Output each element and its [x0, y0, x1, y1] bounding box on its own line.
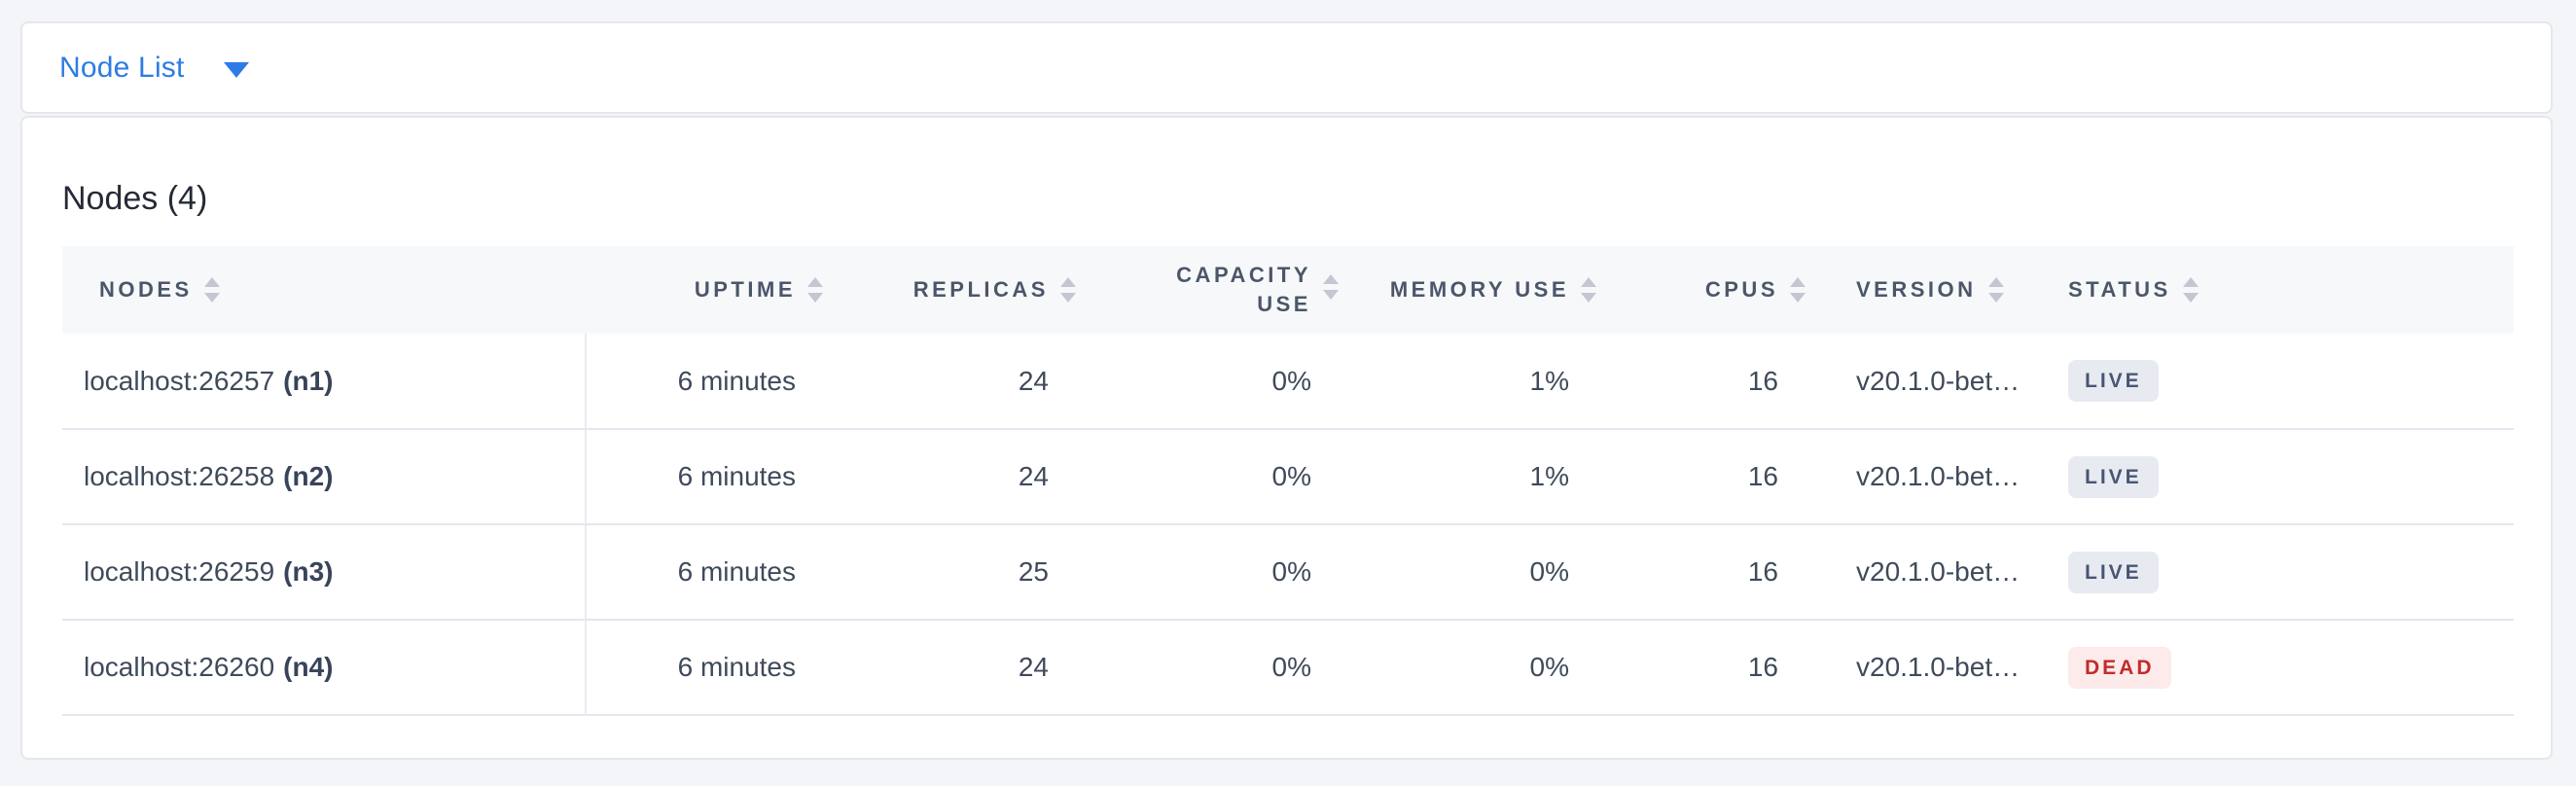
- status-cell: LIVE: [2055, 334, 2514, 429]
- node-id: (n4): [283, 652, 334, 682]
- node-address-cell[interactable]: localhost:26257 (n1): [62, 334, 587, 429]
- column-header-version[interactable]: VERSION: [1811, 246, 2055, 334]
- caret-down-icon: [223, 61, 249, 78]
- table-row[interactable]: localhost:26258 (n2) 6 minutes 24 0% 1% 1…: [62, 429, 2514, 524]
- version-cell: v20.1.0-bet…: [1856, 556, 2021, 587]
- sort-arrows-icon[interactable]: [1323, 274, 1339, 300]
- capacity-use-cell: 0%: [1271, 556, 1311, 587]
- replicas-cell: 24: [1018, 652, 1049, 682]
- column-header-cpus[interactable]: CPUS: [1602, 246, 1811, 334]
- uptime-cell: 6 minutes: [677, 652, 796, 682]
- table-row[interactable]: localhost:26260 (n4) 6 minutes 24 0% 0% 1…: [62, 620, 2514, 715]
- sort-arrows-icon[interactable]: [807, 277, 823, 303]
- sort-arrows-icon[interactable]: [1790, 277, 1806, 303]
- column-header-label: MEMORY USE: [1389, 277, 1569, 302]
- status-badge: LIVE: [2068, 455, 2159, 498]
- replicas-cell: 24: [1018, 365, 1049, 396]
- node-list-dropdown-label: Node List: [59, 51, 185, 84]
- status-cell: LIVE: [2055, 429, 2514, 524]
- memory-use-cell: 0%: [1529, 652, 1569, 682]
- column-header-status[interactable]: STATUS: [2055, 246, 2514, 334]
- node-id: (n1): [283, 365, 334, 396]
- status-badge: LIVE: [2068, 360, 2159, 402]
- replicas-cell: 24: [1018, 461, 1049, 491]
- sort-arrows-icon[interactable]: [203, 277, 220, 303]
- node-address: localhost:26260: [84, 652, 275, 682]
- status-cell: LIVE: [2055, 524, 2514, 620]
- column-header-label: STATUS: [2068, 277, 2171, 302]
- uptime-cell: 6 minutes: [677, 365, 796, 396]
- table-header-row: NODES UPTIME REPLICAS: [62, 246, 2514, 334]
- memory-use-cell: 1%: [1529, 461, 1569, 491]
- column-header-label: NODES: [99, 277, 193, 302]
- node-id: (n3): [283, 556, 334, 587]
- sort-arrows-icon[interactable]: [1060, 277, 1076, 303]
- version-cell: v20.1.0-bet…: [1856, 461, 2021, 491]
- node-id: (n2): [283, 461, 334, 491]
- node-address: localhost:26257: [84, 365, 275, 396]
- column-header-label: REPLICAS: [912, 277, 1049, 302]
- replicas-cell: 25: [1018, 556, 1049, 587]
- uptime-cell: 6 minutes: [677, 461, 796, 491]
- cpus-cell: 16: [1747, 556, 1778, 587]
- memory-use-cell: 0%: [1529, 556, 1569, 587]
- column-header-label: UPTIME: [694, 277, 796, 302]
- capacity-use-cell: 0%: [1271, 461, 1311, 491]
- column-header-label: CAPACITY USE: [1176, 263, 1311, 316]
- sort-arrows-icon[interactable]: [1987, 277, 2004, 303]
- uptime-cell: 6 minutes: [677, 556, 796, 587]
- capacity-use-cell: 0%: [1271, 652, 1311, 682]
- node-list-dropdown[interactable]: Node List: [20, 21, 2553, 114]
- nodes-table: NODES UPTIME REPLICAS: [62, 246, 2514, 716]
- node-address: localhost:26259: [84, 556, 275, 587]
- column-header-replicas[interactable]: REPLICAS: [829, 246, 1082, 334]
- column-header-label: CPUS: [1704, 277, 1778, 302]
- table-row[interactable]: localhost:26259 (n3) 6 minutes 25 0% 0% 1…: [62, 524, 2514, 620]
- page-title: Nodes (4): [62, 180, 208, 217]
- column-header-nodes[interactable]: NODES: [62, 246, 586, 334]
- capacity-use-cell: 0%: [1271, 365, 1311, 396]
- version-cell: v20.1.0-bet…: [1856, 365, 2021, 396]
- cpus-cell: 16: [1747, 652, 1778, 682]
- version-cell: v20.1.0-bet…: [1856, 652, 2021, 682]
- status-cell: DEAD: [2055, 620, 2514, 715]
- column-header-capacity-use[interactable]: CAPACITY USE: [1082, 246, 1344, 334]
- sort-arrows-icon[interactable]: [2182, 277, 2199, 303]
- node-address: localhost:26258: [84, 461, 275, 491]
- nodes-card: Nodes (4) NODES UPTIME: [20, 116, 2553, 760]
- memory-use-cell: 1%: [1529, 365, 1569, 396]
- node-address-cell[interactable]: localhost:26258 (n2): [62, 429, 587, 524]
- status-badge: DEAD: [2068, 646, 2171, 689]
- node-address-cell[interactable]: localhost:26259 (n3): [62, 524, 587, 620]
- column-header-memory-use[interactable]: MEMORY USE: [1344, 246, 1602, 334]
- cpus-cell: 16: [1747, 365, 1778, 396]
- node-address-cell[interactable]: localhost:26260 (n4): [62, 620, 587, 715]
- sort-arrows-icon[interactable]: [1581, 277, 1596, 303]
- table-row[interactable]: localhost:26257 (n1) 6 minutes 24 0% 1% 1…: [62, 334, 2514, 429]
- column-header-label: VERSION: [1856, 277, 1977, 302]
- cpus-cell: 16: [1747, 461, 1778, 491]
- status-badge: LIVE: [2068, 551, 2159, 593]
- column-header-uptime[interactable]: UPTIME: [586, 246, 829, 334]
